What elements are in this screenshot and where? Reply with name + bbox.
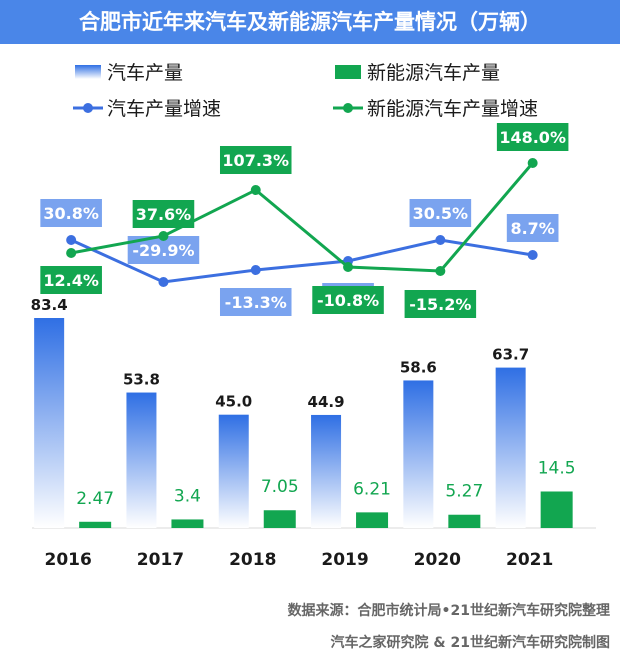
label-box-car-growth-2018	[219, 288, 292, 316]
point-car-growth-2016	[66, 235, 77, 245]
chart-title: 合肥市近年来汽车及新能源汽车产量情况（万辆）	[0, 0, 620, 44]
line-nev-growth	[70, 162, 534, 273]
legend-nev-production-swatch	[335, 65, 361, 79]
point-nev-growth-2019	[343, 262, 354, 272]
legend-car-production-text: 汽车产量	[107, 62, 183, 84]
x-tick-2018: 2018	[229, 550, 276, 570]
bar-nev-production-2016	[79, 521, 112, 528]
bar-nev-production-2017	[171, 519, 204, 528]
label-box-nev-growth-2017	[132, 200, 195, 228]
legend-nev-growth-marker	[343, 103, 353, 113]
bar-car-production-2019	[311, 414, 342, 528]
label-box-nev-growth-2020	[404, 290, 477, 318]
data-label-car-growth-2020: 30.5%	[413, 204, 469, 223]
data-label-car-growth-2021: 8.7%	[510, 219, 554, 238]
legend-car-growth-marker	[83, 103, 93, 113]
credit-note: 汽车之家研究院 & 21世纪新汽车研究院制图	[330, 635, 610, 651]
bar-nev-production-2019	[356, 512, 389, 528]
bar-label-nev-2018: 7.05	[261, 477, 299, 497]
data-label-nev-growth-2019: -10.8%	[317, 291, 379, 310]
point-nev-growth-2017	[158, 231, 169, 241]
data-label-nev-growth-2017: 37.6%	[136, 205, 192, 224]
data-label-nev-growth-2016: 12.4%	[43, 271, 99, 290]
data-label-car-growth-2018: -13.3%	[225, 293, 287, 312]
label-box-nev-growth-2018	[219, 146, 292, 174]
bar-label-car-2016: 83.4	[31, 296, 68, 314]
bar-label-car-2017: 53.8	[123, 371, 160, 389]
bar-label-car-2019: 44.9	[308, 393, 345, 411]
bar-car-production-2021	[495, 367, 526, 528]
bar-label-nev-2016: 2.47	[76, 489, 114, 509]
x-tick-2016: 2016	[44, 550, 91, 570]
point-nev-growth-2020	[435, 266, 446, 276]
label-box-car-growth-2016	[40, 199, 102, 227]
point-nev-growth-2016	[66, 248, 77, 258]
legend-car-production-swatch	[75, 65, 101, 79]
legend-nev-production-text: 新能源汽车产量	[367, 62, 500, 84]
bar-label-nev-2017: 3.4	[174, 486, 201, 506]
bar-label-nev-2021: 14.5	[538, 458, 576, 478]
data-label-nev-growth-2021: 148.0%	[499, 128, 566, 147]
label-box-car-growth-2021	[506, 214, 559, 242]
bar-car-production-2017	[126, 392, 157, 528]
source-note: 数据来源：合肥市统计局•21世纪新汽车研究院整理	[287, 603, 610, 619]
x-tick-2019: 2019	[321, 550, 368, 570]
point-car-growth-2021	[527, 250, 538, 260]
data-label-car-growth-2016: 30.8%	[43, 204, 99, 223]
bar-label-nev-2019: 6.21	[353, 479, 391, 499]
bar-label-car-2020: 58.6	[400, 358, 437, 376]
legend-car-growth-text: 汽车产量增速	[107, 98, 221, 120]
bar-nev-production-2020	[448, 514, 481, 528]
point-car-growth-2018	[250, 265, 261, 275]
bar-nev-production-2021	[540, 491, 573, 528]
x-tick-2020: 2020	[414, 550, 461, 570]
point-car-growth-2017	[158, 277, 169, 287]
line-car-growth	[70, 238, 533, 284]
bar-car-production-2020	[403, 380, 434, 528]
label-box-nev-growth-2021	[496, 123, 569, 151]
point-nev-growth-2021	[527, 158, 538, 168]
bar-label-car-2018: 45.0	[215, 393, 252, 411]
x-tick-2021: 2021	[506, 550, 553, 570]
bar-label-car-2021: 63.7	[492, 346, 529, 364]
data-label-car-growth-2017: -29.9%	[132, 241, 194, 260]
data-label-nev-growth-2020: -15.2%	[409, 295, 471, 314]
bar-car-production-2016	[34, 318, 65, 528]
label-box-nev-growth-2019	[312, 286, 384, 314]
point-nev-growth-2018	[250, 185, 261, 195]
bar-car-production-2018	[218, 414, 249, 528]
label-box-car-growth-2020	[409, 199, 472, 227]
legend-nev-growth-text: 新能源汽车产量增速	[367, 98, 538, 120]
label-box-nev-growth-2016	[40, 266, 102, 294]
data-label-nev-growth-2018: 107.3%	[222, 151, 289, 170]
bar-nev-production-2018	[263, 510, 296, 528]
bar-label-nev-2020: 5.27	[445, 482, 483, 502]
point-car-growth-2020	[435, 235, 446, 245]
x-tick-2017: 2017	[137, 550, 184, 570]
